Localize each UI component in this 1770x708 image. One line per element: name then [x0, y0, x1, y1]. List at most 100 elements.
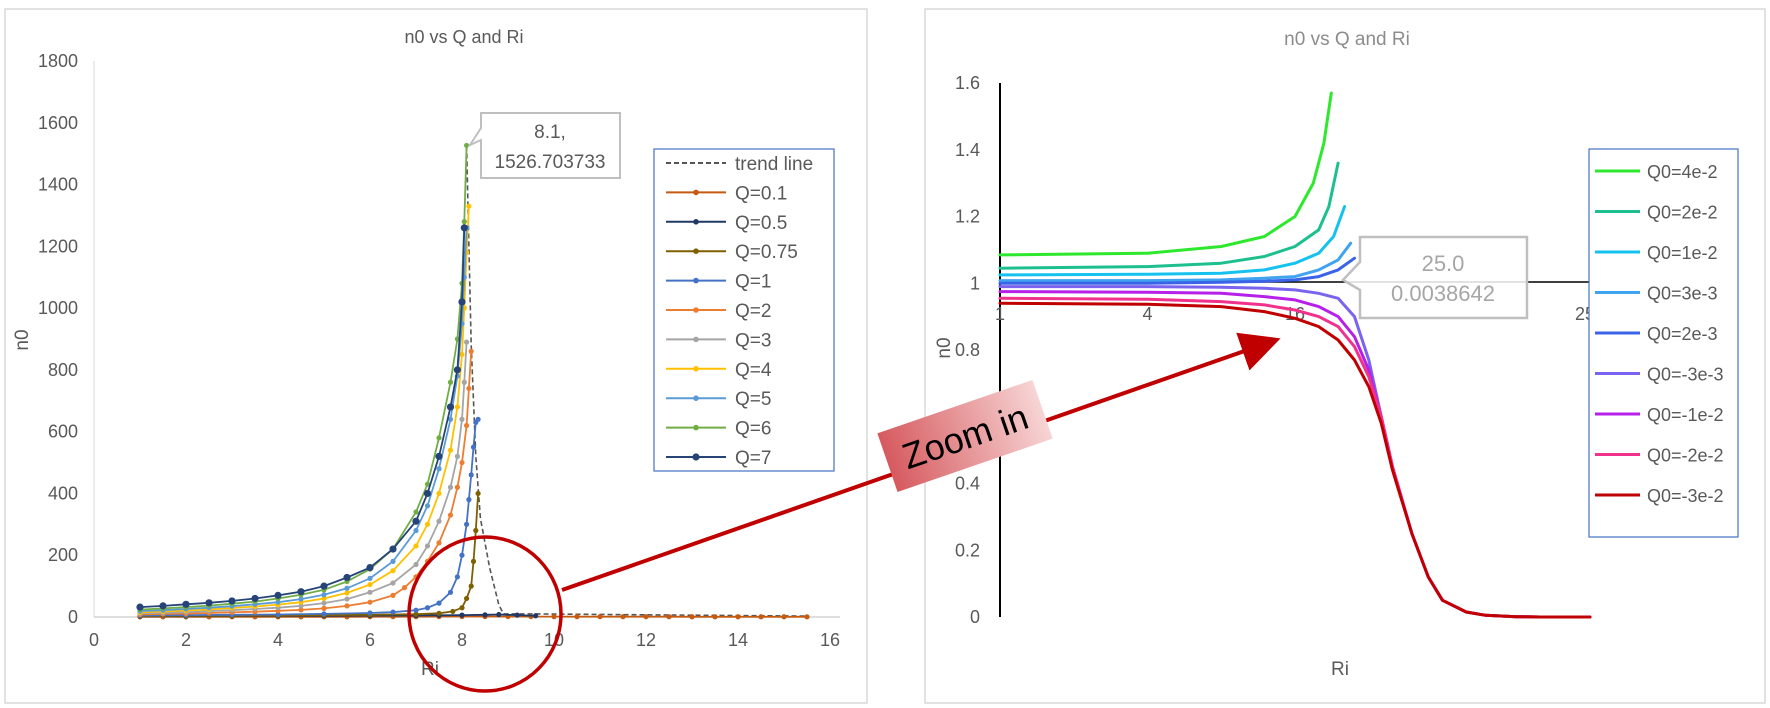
x-tick-label: 8 — [457, 630, 467, 650]
data-point — [666, 614, 672, 620]
data-point — [436, 600, 442, 606]
legend-item: Q=1 — [666, 272, 771, 293]
legend-label: Q0=-1e-2 — [1647, 405, 1724, 425]
data-point — [712, 614, 718, 620]
data-point — [205, 599, 213, 607]
series-line — [139, 145, 468, 611]
data-point — [466, 385, 472, 392]
legend-item: Q0=-1e-2 — [1595, 405, 1724, 425]
data-point — [413, 543, 419, 549]
legend-label: Q=0.75 — [735, 242, 798, 263]
legend-item: Q0=2e-3 — [1595, 324, 1718, 344]
series-q0-4e-2 — [998, 91, 1333, 257]
legend-label: Q0=1e-2 — [1647, 243, 1718, 263]
data-point — [436, 610, 442, 616]
data-point — [182, 600, 190, 608]
data-point — [470, 444, 477, 450]
legend-item: trend line — [666, 154, 813, 175]
y-tick-label: 800 — [48, 360, 78, 380]
data-point — [436, 466, 442, 472]
legend-label: Q=5 — [735, 389, 771, 410]
data-point — [468, 472, 474, 478]
legend-item: Q=3 — [666, 330, 771, 351]
data-point — [228, 597, 236, 605]
legend-label: Q0=3e-3 — [1647, 284, 1718, 304]
data-point — [367, 589, 373, 595]
legend-item: Q=6 — [666, 419, 771, 440]
legend-label: Q0=2e-2 — [1647, 203, 1718, 223]
data-point — [475, 416, 481, 422]
y-tick-label: 0.4 — [955, 474, 980, 494]
data-point — [620, 614, 626, 620]
legend-marker — [693, 219, 699, 225]
y-tick-label: 0.8 — [955, 340, 980, 360]
data-point — [424, 543, 431, 549]
chart-right: n0 vs Q and Ri 00.20.40.60.811.21.41.6 1… — [924, 8, 1766, 704]
data-point — [367, 581, 373, 588]
data-point — [344, 590, 350, 596]
data-point — [533, 613, 539, 619]
data-point — [459, 459, 465, 466]
x-tick-label: 6 — [365, 630, 375, 650]
data-point — [344, 585, 350, 591]
data-point — [298, 607, 304, 613]
callout-right-line2: 0.0038642 — [1391, 281, 1495, 306]
legend-label: Q0=-2e-2 — [1647, 446, 1724, 466]
legend-marker — [693, 189, 699, 196]
chart-right-y-axis-label: n0 — [934, 337, 955, 358]
data-point — [390, 580, 396, 586]
legend-marker — [693, 336, 699, 343]
chart-left-title: n0 vs Q and Ri — [404, 27, 523, 47]
data-point — [412, 517, 420, 525]
data-point — [321, 595, 327, 602]
series-q0-3e-2 — [998, 301, 1592, 619]
data-point — [447, 447, 454, 453]
y-tick-label: 1800 — [38, 51, 78, 71]
data-point — [413, 527, 419, 534]
data-point — [159, 602, 167, 610]
data-point — [447, 416, 454, 422]
data-point — [461, 379, 467, 385]
series-q0-2e-2 — [998, 161, 1340, 270]
y-tick-label: 0 — [68, 607, 78, 627]
data-point — [413, 607, 419, 613]
data-point — [464, 595, 470, 602]
data-point — [321, 611, 327, 617]
data-point — [413, 561, 419, 568]
y-tick-label: 1400 — [38, 175, 78, 195]
data-point — [781, 614, 787, 620]
chart-right-series — [998, 91, 1592, 619]
legend-label: Q=6 — [735, 419, 771, 440]
y-tick-label: 1200 — [38, 236, 78, 256]
x-tick-label: 12 — [636, 630, 656, 650]
series-q-7 — [136, 224, 468, 611]
legend-label: Q=1 — [735, 272, 771, 293]
data-point — [298, 596, 304, 602]
callout-right-line1: 25.0 — [1422, 251, 1465, 276]
data-point — [344, 603, 350, 609]
legend-item: Q=0.1 — [666, 183, 787, 204]
data-point — [574, 614, 580, 620]
data-point — [461, 219, 467, 225]
data-point — [436, 490, 442, 497]
chart-right-callout: 25.0 0.0038642 — [1341, 235, 1529, 320]
legend-label: Q=4 — [735, 360, 772, 381]
legend-marker — [693, 248, 699, 254]
y-tick-label: 0 — [970, 607, 980, 627]
data-point — [689, 614, 695, 620]
data-point — [344, 596, 350, 602]
legend-item: Q0=-2e-2 — [1595, 446, 1724, 466]
data-point — [367, 610, 373, 616]
x-tick-label: 16 — [820, 630, 840, 650]
data-point — [468, 583, 474, 589]
data-point — [343, 573, 351, 582]
legend-label: Q0=-3e-3 — [1647, 365, 1724, 385]
data-point — [597, 614, 603, 620]
data-point — [466, 203, 472, 209]
series-line — [139, 342, 468, 615]
data-point — [450, 608, 456, 615]
data-point — [464, 339, 470, 345]
legend-label: Q=7 — [735, 448, 771, 469]
series-line — [139, 351, 473, 616]
data-point — [367, 575, 373, 581]
